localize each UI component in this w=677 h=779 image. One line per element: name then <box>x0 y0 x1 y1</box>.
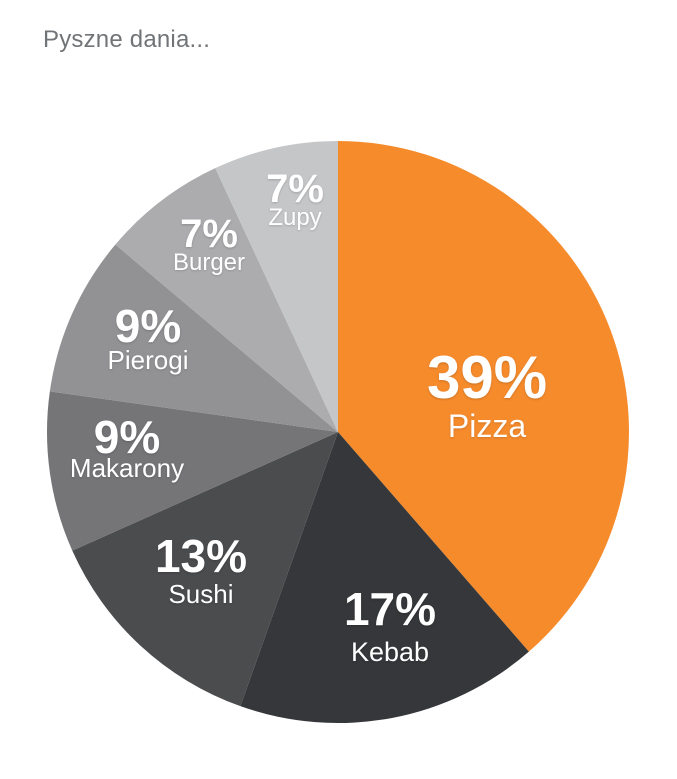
slice-value-label-pizza: 39% <box>427 344 547 411</box>
slice-name-label-zupy: Zupy <box>268 204 321 231</box>
pie-slice-pierogi <box>49 244 338 432</box>
slice-value-label-kebab: 17% <box>344 583 436 635</box>
slice-value-label-pierogi: 9% <box>115 300 181 352</box>
slice-value-label-makarony: 9% <box>94 411 160 463</box>
pie-slice-makarony <box>47 391 339 551</box>
pie-slice-pizza <box>338 141 630 652</box>
slice-value-label-zupy: 7% <box>266 167 324 211</box>
slice-name-label-pierogi: Pierogi <box>108 345 189 375</box>
slice-value-label-burger: 7% <box>180 212 238 256</box>
chart-title: Pyszne dania... <box>43 26 211 53</box>
slice-name-label-kebab: Kebab <box>351 637 429 667</box>
pie-slice-zupy <box>215 141 338 432</box>
slice-name-label-makarony: Makarony <box>70 453 184 483</box>
slice-name-label-burger: Burger <box>173 249 245 276</box>
pie-slice-sushi <box>72 432 338 707</box>
pie-slice-kebab <box>240 432 529 723</box>
slice-value-label-sushi: 13% <box>155 530 247 582</box>
slice-name-label-pizza: Pizza <box>448 408 526 444</box>
pie-slice-burger <box>115 168 339 432</box>
slice-name-label-sushi: Sushi <box>168 579 233 609</box>
